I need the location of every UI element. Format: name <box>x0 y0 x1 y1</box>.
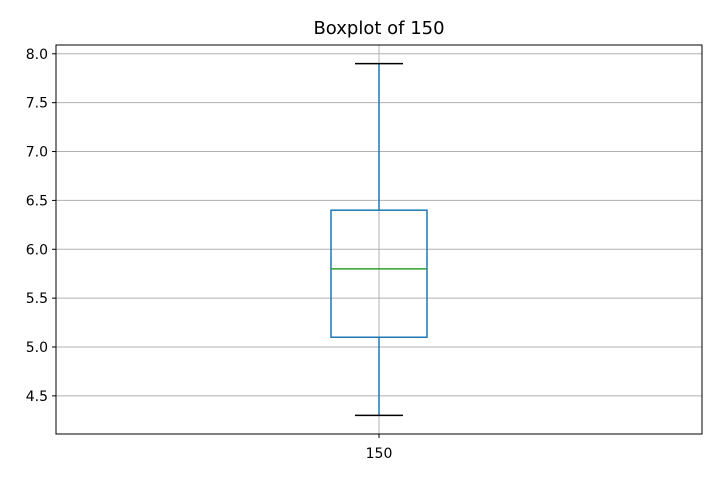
y-tick-label: 8.0 <box>26 47 48 63</box>
y-tick-label: 7.0 <box>26 145 48 161</box>
y-tick-label: 5.5 <box>26 291 48 307</box>
boxplot-marks <box>330 62 428 417</box>
y-tick-label: 6.5 <box>26 193 48 209</box>
iqr-box <box>330 209 428 338</box>
y-tick-label: 7.5 <box>26 96 48 112</box>
y-tick-label: 6.0 <box>26 242 48 258</box>
y-tick-label: 5.0 <box>26 340 48 356</box>
y-tick-label: 4.5 <box>26 389 48 405</box>
axes: 4.5 5.0 5.5 6.0 6.5 7.0 7.5 8.0 150 <box>26 47 393 462</box>
chart-title: Boxplot of 150 <box>313 18 444 39</box>
x-tick-label: 150 <box>366 446 393 462</box>
